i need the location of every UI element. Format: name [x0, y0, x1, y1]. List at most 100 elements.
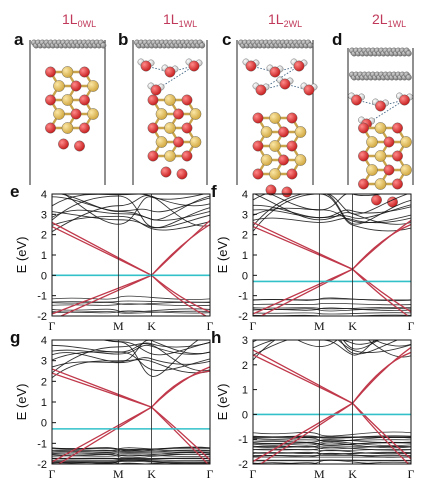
band-line: [253, 340, 411, 349]
y-tick-label: 3: [41, 209, 47, 221]
band-panel-g: 4 3 2 1 0 -1 -2 E (eV) Γ M K Γg: [10, 328, 214, 481]
water-molecule: [185, 58, 203, 72]
band-lines: [253, 194, 411, 316]
title-main: 1L: [163, 11, 179, 27]
silicon-atom: [269, 168, 281, 180]
oxygen-atom: [392, 150, 403, 162]
silicon-atom: [400, 136, 412, 148]
oxygen-atom: [286, 112, 298, 124]
panel-title: 1L2WL: [268, 11, 302, 29]
y-tick-label: -1: [238, 434, 248, 446]
band-line: [63, 194, 206, 225]
title-subscript: 1WL: [388, 19, 407, 29]
oxygen-atom: [358, 122, 369, 134]
graphene-layer: [349, 71, 412, 81]
band-line: [52, 342, 210, 353]
x-kpoint-label: M: [314, 467, 325, 481]
silicon-atom: [87, 108, 99, 120]
hydrogen-bond: [155, 65, 195, 91]
band-structure-panels: 4 3 2 1 0 -1 -2 E (eV) Γ M K Γe 4 3 2 1 0 -1 -2 E (eV) Γ M K Γf…: [10, 182, 415, 481]
oxygen-atom: [279, 78, 291, 90]
band-line: [52, 207, 210, 229]
silicon-atom: [164, 150, 176, 162]
oxygen-atom: [181, 122, 193, 134]
silica-substrate: [45, 66, 99, 152]
band-line: [52, 215, 210, 231]
carbon-atom: [100, 42, 107, 49]
title-subscript: 1WL: [179, 19, 198, 29]
band-line: [103, 340, 200, 377]
plot-frame: [51, 339, 211, 465]
band-line: [52, 340, 210, 363]
graphene-layer: [349, 47, 412, 57]
y-tick-label: 2: [242, 360, 248, 372]
water-molecule: [161, 64, 179, 78]
water-molecule: [276, 76, 294, 90]
band-line: [52, 465, 210, 467]
oxygen-atom: [392, 178, 403, 190]
oxygen-atom: [147, 94, 159, 106]
structure-panel-c: c 1L2WL: [222, 11, 318, 198]
oxygen-atom: [358, 178, 369, 190]
silicon-atom: [189, 108, 202, 120]
x-kpoint-label: K: [147, 467, 156, 481]
band-line: [317, 340, 376, 356]
band-line: [253, 340, 399, 355]
oxygen-atom: [383, 136, 395, 148]
silicon-atom: [260, 154, 273, 166]
structure-panel-b: b 1L1WL: [118, 11, 208, 185]
title-main: 1L: [62, 11, 78, 27]
oxygen-atom: [74, 140, 85, 152]
oxygen-atom: [303, 84, 315, 96]
x-kpoint-label: Γ: [408, 467, 415, 481]
y-tick-label: 0: [242, 270, 248, 282]
oxygen-atom: [79, 94, 90, 106]
y-axis-label: E (eV): [215, 384, 230, 421]
y-tick-label: -2: [37, 459, 47, 471]
y-tick-label: 0: [242, 409, 248, 421]
y-tick-label: 2: [242, 230, 248, 242]
x-kpoint-label: M: [113, 467, 124, 481]
oxygen-atom: [252, 140, 264, 152]
band-line: [52, 319, 210, 320]
band-line: [52, 209, 210, 221]
y-tick-label: 4: [242, 189, 248, 201]
water-molecule: [266, 64, 284, 78]
x-kpoint-label: Γ: [207, 467, 214, 481]
oxygen-atom: [147, 150, 159, 162]
silicon-atom: [269, 112, 281, 124]
y-tick-label: -1: [37, 291, 47, 303]
title-subscript: 2WL: [284, 19, 303, 29]
silicon-atom: [164, 94, 176, 106]
band-line: [325, 315, 337, 316]
oxygen-atom: [255, 84, 267, 96]
water-layer: [242, 58, 318, 96]
band-line: [253, 207, 411, 224]
band-lines: [52, 194, 210, 320]
oxygen-atom: [351, 94, 362, 106]
oxygen-atom: [383, 164, 395, 176]
band-line: [253, 312, 411, 315]
y-tick-label: -2: [238, 459, 248, 471]
title-subscript: 0WL: [78, 19, 97, 29]
silicon-atom: [260, 126, 273, 138]
water-molecule: [300, 82, 318, 96]
oxygen-atom: [278, 126, 289, 138]
water-molecule: [372, 98, 389, 112]
oxygen-atom: [392, 122, 403, 134]
oxygen-atom: [79, 66, 90, 78]
band-line: [253, 206, 411, 219]
x-kpoint-label: Γ: [408, 319, 415, 333]
structure-panel-d: d 2L1WL: [332, 11, 414, 208]
oxygen-atom: [181, 94, 193, 106]
water-molecule: [252, 82, 270, 96]
band-panel-f: 4 3 2 1 0 -1 -2 E (eV) Γ M K Γf: [211, 182, 415, 333]
y-axis-label: E (eV): [215, 237, 230, 274]
band-line: [253, 194, 411, 225]
y-tick-label: -1: [238, 291, 248, 303]
y-tick-label: 2: [41, 376, 47, 388]
oxygen-atom: [147, 122, 159, 134]
oxygen-atom: [160, 166, 172, 178]
